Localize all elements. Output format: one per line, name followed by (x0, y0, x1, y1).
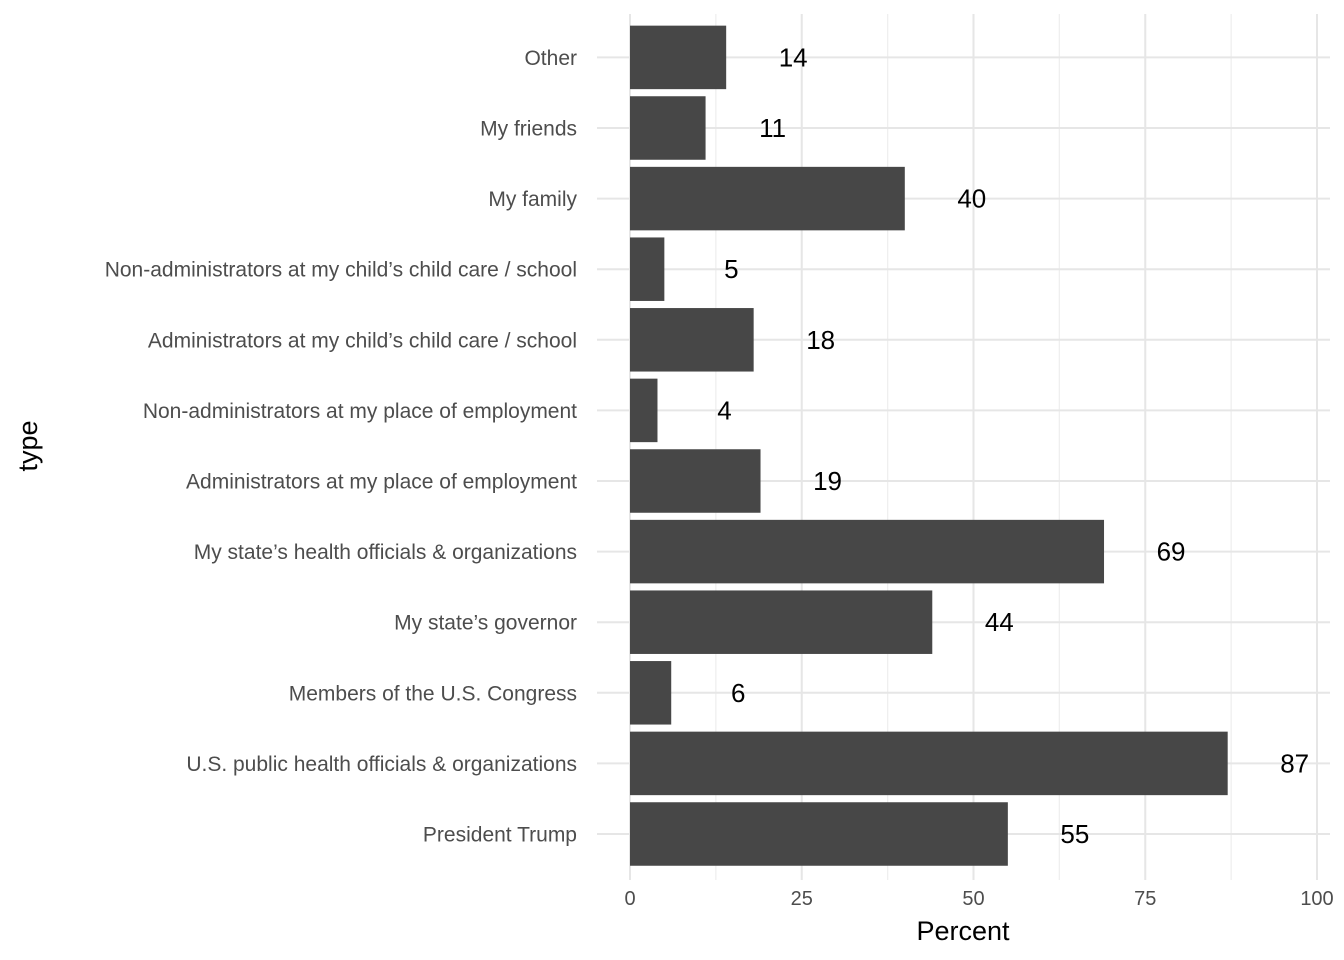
y-axis-title: type (13, 420, 43, 471)
data-label: 5 (724, 254, 738, 284)
x-tick-label: 0 (624, 888, 635, 910)
category-label: President Trump (423, 824, 577, 847)
data-label: 6 (731, 678, 745, 708)
x-tick-label: 75 (1134, 888, 1156, 910)
category-label: Non-administrators at my place of employ… (143, 400, 577, 423)
bar (630, 590, 933, 654)
bar (630, 308, 754, 372)
data-label: 69 (1157, 537, 1186, 567)
category-label: Other (524, 47, 577, 70)
x-tick-labels: 0 25 50 75 100 (624, 888, 1333, 910)
category-label: My state’s governor (394, 612, 577, 635)
category-label: My state’s health officials & organizati… (194, 541, 577, 564)
data-label: 19 (813, 466, 842, 496)
category-label: Members of the U.S. Congress (289, 682, 577, 705)
value-labels: 55 87 6 44 69 19 4 18 5 40 11 14 (717, 42, 1309, 849)
data-label: 4 (717, 395, 731, 425)
category-labels: President Trump U.S. public health offici… (105, 47, 578, 847)
data-label: 87 (1280, 748, 1309, 778)
bar (630, 731, 1228, 796)
x-axis-title: Percent (916, 916, 1010, 946)
x-tick-label: 25 (791, 888, 813, 910)
category-label: My friends (480, 118, 577, 141)
data-label: 11 (759, 113, 786, 143)
bar (630, 237, 665, 301)
category-label: My family (488, 188, 577, 211)
data-label: 44 (985, 607, 1014, 637)
category-label: Administrators at my child’s child care … (148, 329, 577, 352)
bar (630, 96, 706, 160)
category-label: Non-administrators at my child’s child c… (105, 259, 577, 282)
x-tick-label: 100 (1300, 888, 1333, 910)
data-label: 18 (806, 325, 835, 355)
data-label: 40 (957, 184, 986, 214)
category-label: U.S. public health officials & organizat… (186, 753, 577, 776)
category-label: Administrators at my place of employment (186, 471, 577, 494)
bar (630, 519, 1105, 584)
bar (630, 449, 761, 513)
x-tick-label: 50 (962, 888, 984, 910)
bar (630, 166, 905, 231)
bar (630, 378, 658, 443)
data-label: 55 (1060, 819, 1089, 849)
bar (630, 802, 1008, 866)
bar (630, 25, 727, 90)
data-label: 14 (779, 42, 808, 72)
bars (630, 25, 1228, 866)
bar (630, 661, 672, 725)
